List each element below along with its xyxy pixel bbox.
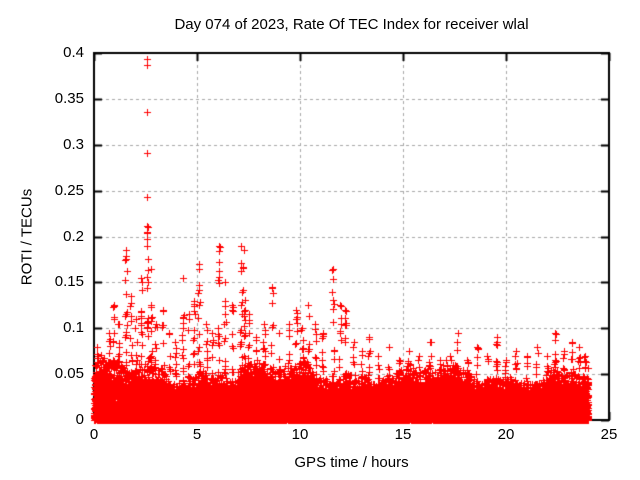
y-tick-label: 0.15 bbox=[54, 273, 84, 290]
x-tick-label: 20 bbox=[497, 426, 515, 443]
y-tick-label: 0.05 bbox=[54, 365, 84, 382]
y-tick-label: 0.2 bbox=[63, 228, 84, 245]
x-tick-label: 15 bbox=[394, 426, 412, 443]
y-tick-label: 0.3 bbox=[63, 136, 84, 153]
x-tick-label: 5 bbox=[192, 426, 202, 443]
y-tick-label: 0.1 bbox=[63, 319, 84, 336]
chart-title: Day 074 of 2023, Rate Of TEC Index for r… bbox=[174, 16, 529, 33]
x-tick-label: 10 bbox=[291, 426, 309, 443]
y-tick-label: 0.4 bbox=[63, 44, 84, 61]
y-tick-label: 0.35 bbox=[54, 90, 84, 107]
x-tick-label: 0 bbox=[89, 426, 99, 443]
x-tick-label: 25 bbox=[600, 426, 618, 443]
y-tick-label: 0.25 bbox=[54, 182, 84, 199]
y-tick-label: 0 bbox=[75, 411, 84, 428]
x-axis-label: GPS time / hours bbox=[294, 454, 409, 471]
